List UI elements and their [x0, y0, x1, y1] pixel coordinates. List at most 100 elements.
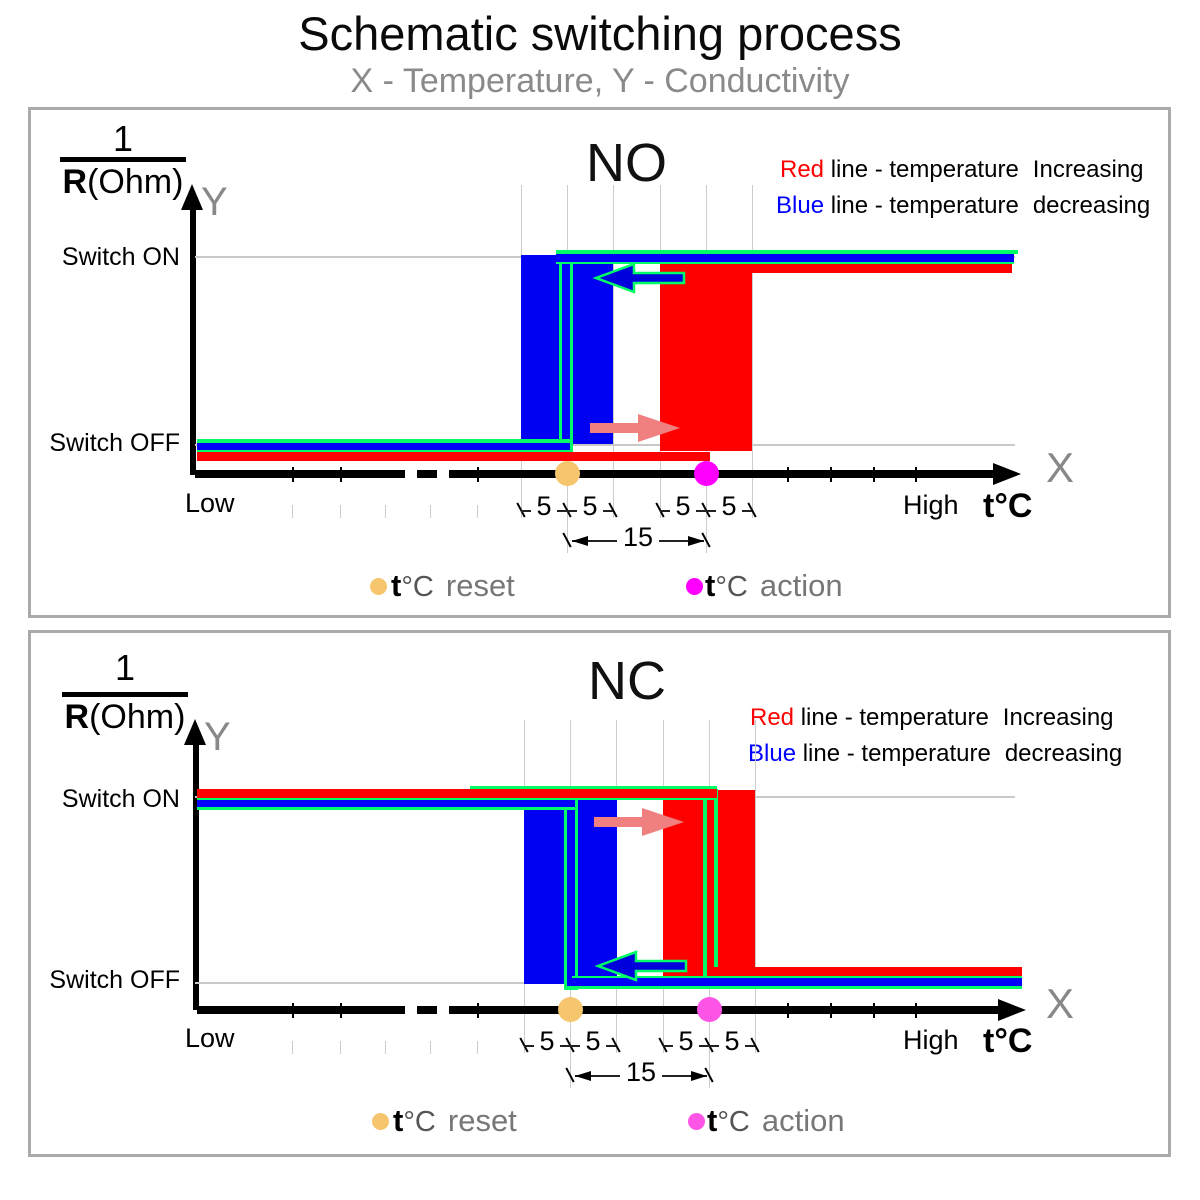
reset-caption-word: reset [447, 1103, 517, 1138]
green-outline-on-top [556, 250, 1018, 254]
legend-blue-word: Blue [776, 192, 825, 219]
legend-red-row: Red line - temperature Increasing [780, 156, 1144, 184]
axis-tick [477, 467, 479, 482]
reset-caption-t: t [391, 568, 402, 603]
green-outline-off-top [572, 976, 1022, 978]
dim-15-label: 15 [620, 1059, 662, 1086]
axis-high-label: High [903, 1025, 959, 1055]
axis-tick [830, 467, 832, 482]
reset-caption-word: reset [445, 568, 515, 603]
axis-stub [477, 505, 478, 518]
axis-stub [430, 505, 431, 518]
reset-caption: t °C reset [391, 568, 515, 604]
fraction-bar [60, 157, 186, 162]
legend-red-word: Red [750, 704, 795, 731]
x-axis-letter: X [1046, 980, 1075, 1027]
green-outline-off-bottom [564, 986, 1022, 989]
switch-off-label: Switch OFF [49, 429, 180, 457]
blue-rise-line [567, 798, 575, 988]
legend-red-text: line - temperature [800, 704, 989, 731]
dim-arrow-left [575, 1071, 591, 1081]
axis-tick [477, 1003, 479, 1018]
reset-caption-deg: °C [401, 571, 434, 603]
axis-unit-label: t°C [983, 487, 1033, 525]
x-axis-solid-right [465, 1006, 1000, 1014]
page-title: Schematic switching process [298, 7, 902, 60]
dim-line [660, 510, 752, 512]
y-unit-numerator: 1 [112, 118, 134, 159]
legend-red-word: Red [780, 156, 825, 183]
axis-low-label: Low [185, 488, 235, 518]
y-unit-denominator: R(Ohm) [60, 163, 186, 202]
reset-caption-dot [372, 1113, 389, 1130]
axis-stub [340, 505, 341, 518]
legend-blue-word: Blue [748, 740, 797, 767]
y-unit-r: R [64, 698, 90, 736]
temperature-increasing-arrow [594, 808, 684, 836]
blue-line-on [556, 254, 1014, 262]
dim-arrow-right [688, 536, 704, 546]
temperature-decreasing-arrow [594, 950, 688, 982]
red-drop-line [707, 789, 714, 977]
red-line-on [702, 264, 1012, 273]
green-outline-on-mid [197, 798, 717, 800]
axis-stub [292, 505, 293, 518]
blue-line-off [197, 443, 569, 450]
legend-red-text: line - temperature [830, 156, 1019, 183]
dim-5-label: 5 [716, 493, 742, 520]
y-axis-arrowhead [184, 719, 206, 745]
green-outline-off-top [197, 439, 573, 443]
gridline [752, 185, 753, 518]
dim-5-label: 5 [577, 493, 603, 520]
axis-stub [430, 1041, 431, 1054]
green-outline-on-top [470, 786, 717, 789]
x-axis-dashed [385, 470, 465, 478]
x-axis-letter: X [1046, 444, 1075, 491]
action-caption-word: action [759, 568, 843, 603]
switch-on-label: Switch ON [61, 785, 180, 813]
dim-line [521, 510, 613, 512]
action-caption: t °C action [705, 568, 843, 604]
axis-tick [292, 1003, 294, 1018]
y-unit-ohm: (Ohm) [89, 698, 186, 736]
reset-caption: t °C reset [393, 1103, 517, 1139]
legend-blue-tail: decreasing [1032, 192, 1151, 219]
y-axis [190, 206, 196, 475]
legend-red-tail: Increasing [1002, 704, 1114, 731]
x-axis-arrowhead [993, 463, 1021, 485]
red-line-on [197, 789, 717, 798]
y-unit-denominator: R(Ohm) [62, 698, 188, 737]
legend-red-tail: Increasing [1032, 156, 1144, 183]
axis-stub [292, 1041, 293, 1054]
x-axis-solid-left [197, 1006, 385, 1014]
action-caption: t °C action [707, 1103, 845, 1139]
switch-off-label: Switch OFF [49, 966, 180, 994]
gridline [613, 185, 614, 518]
action-caption-dot [686, 578, 703, 595]
dim-arrow-right [691, 1071, 707, 1081]
action-temp-dot [694, 461, 719, 486]
legend-red-row: Red line - temperature Increasing [750, 704, 1114, 732]
y-axis-letter: Y [201, 180, 228, 224]
axis-tick [873, 467, 875, 482]
legend-blue-row: Blue line - temperature decreasing [748, 740, 1122, 768]
legend-blue-text: line - temperature [802, 740, 991, 767]
axis-low-label: Low [185, 1023, 235, 1053]
y-axis-arrowhead [181, 184, 203, 210]
red-line-off [707, 967, 1022, 976]
x-axis-solid-right [465, 470, 995, 478]
axis-tick [873, 1003, 875, 1018]
axis-stub [477, 1041, 478, 1054]
y-unit-ohm: (Ohm) [87, 163, 184, 201]
action-caption-word: action [761, 1103, 845, 1138]
axis-tick [915, 1003, 917, 1018]
x-axis-dashed [385, 1006, 465, 1014]
action-caption-deg: °C [717, 1106, 750, 1138]
x-axis-arrowhead [998, 999, 1026, 1021]
switch-on-label: Switch ON [61, 243, 180, 271]
blue-line-on [197, 800, 572, 807]
switch-off-level-line [195, 444, 1015, 446]
dim-5-label: 5 [580, 1028, 606, 1055]
axis-tick [915, 467, 917, 482]
